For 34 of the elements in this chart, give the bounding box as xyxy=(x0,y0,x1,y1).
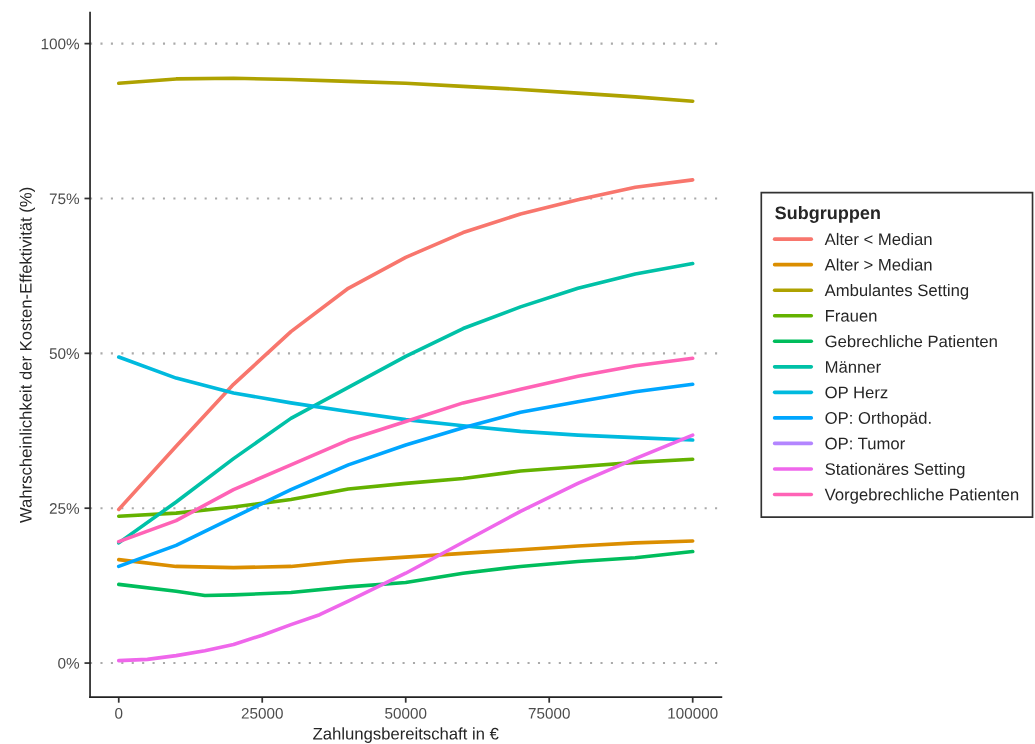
x-tick-label: 25000 xyxy=(241,707,283,719)
line-series xyxy=(116,457,695,519)
x-tick-label: 100000 xyxy=(668,707,718,719)
y-tick-label: 50% xyxy=(49,348,80,360)
line-series xyxy=(116,261,695,545)
line-series xyxy=(116,355,695,442)
legend-label: Gebrechliche Patienten xyxy=(825,335,997,348)
y-tick-label: 0% xyxy=(58,657,80,669)
legend-label: OP: Tumor xyxy=(825,437,905,450)
x-axis-title: Zahlungsbereitschaft in € xyxy=(313,727,499,743)
x-tick-label: 75000 xyxy=(528,707,570,719)
y-axis-title: Wahrscheinlichkeit der Kosten-Effektivität (%) xyxy=(19,187,35,523)
legend-label: Vorgebrechliche Patienten xyxy=(824,488,1019,504)
legend-label: Männer xyxy=(826,361,881,373)
legend-title: Subgruppen xyxy=(775,205,880,223)
legend-label: Alter > Median xyxy=(824,258,932,271)
legend-label: Alter < Median xyxy=(824,232,932,246)
y-tick-label: 75% xyxy=(49,193,80,205)
legend-label: OP Herz xyxy=(825,386,888,399)
legend-label: Stationäres Setting xyxy=(825,462,965,479)
line-series xyxy=(116,356,695,544)
line-series xyxy=(116,76,695,104)
line-series xyxy=(116,539,695,570)
line-series xyxy=(116,549,695,598)
legend-label: Ambulantes Setting xyxy=(824,283,969,300)
x-tick-label: 0 xyxy=(115,707,123,719)
line-series xyxy=(116,178,695,512)
line-series xyxy=(116,433,695,663)
line-series xyxy=(116,382,695,569)
legend-label: OP: Orthopäd. xyxy=(825,411,931,428)
y-tick-label: 25% xyxy=(49,503,80,514)
x-tick-label: 50000 xyxy=(385,707,427,719)
y-tick-label: 100% xyxy=(41,38,80,50)
legend-label: Frauen xyxy=(826,310,877,322)
